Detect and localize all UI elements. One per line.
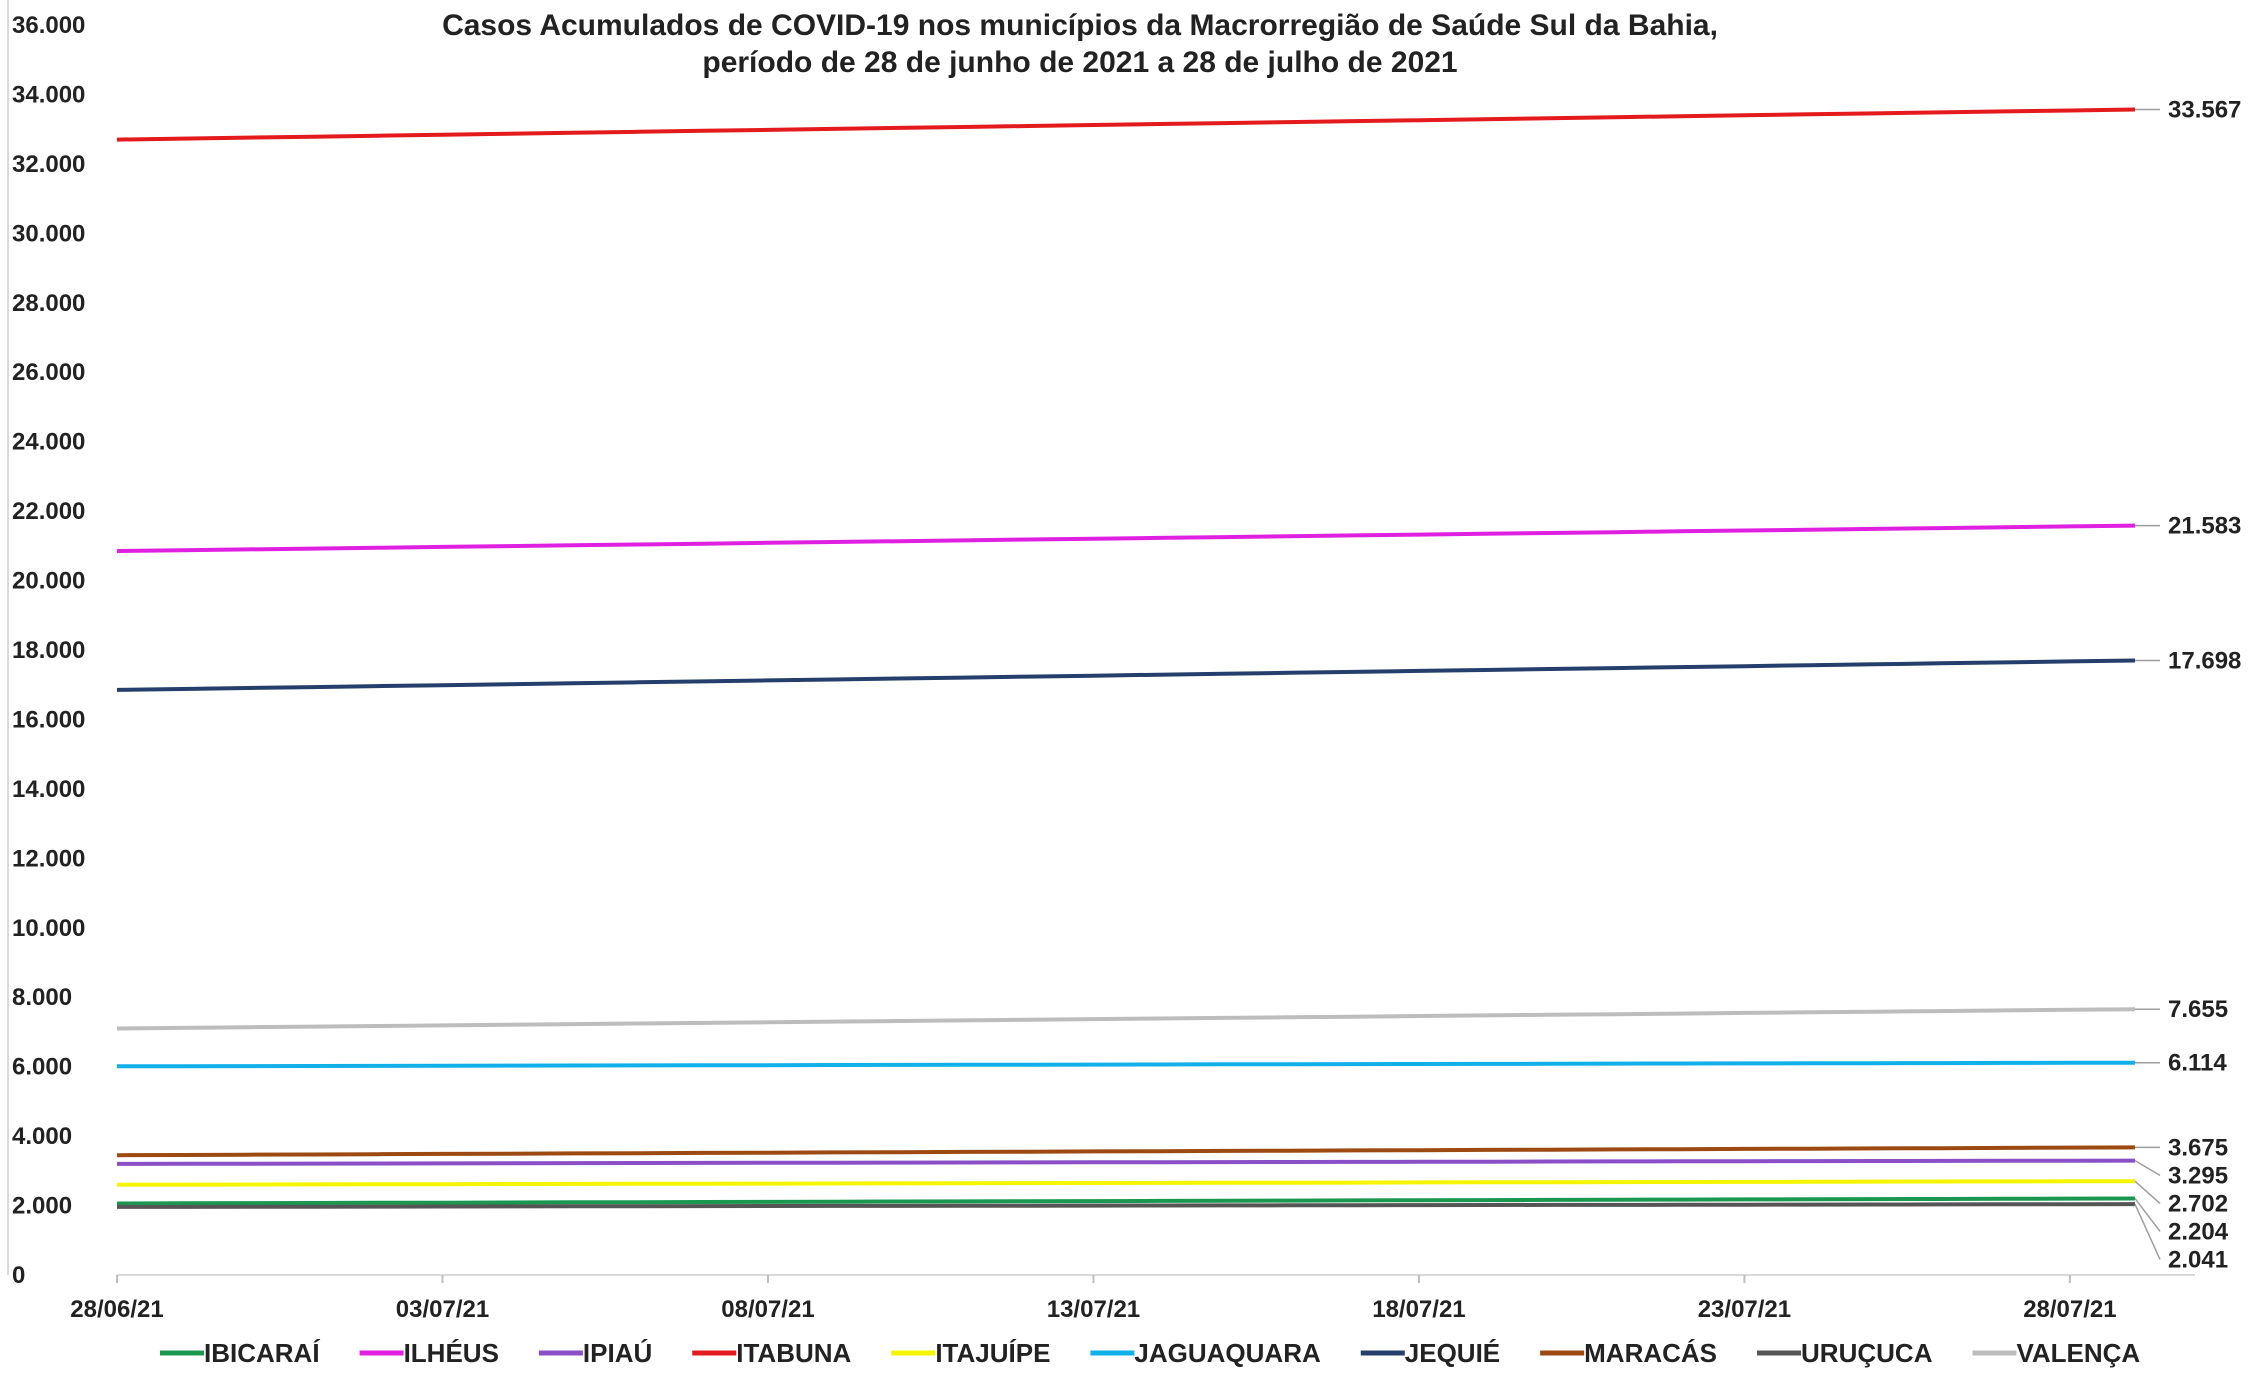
y-tick-label: 8.000	[12, 984, 72, 1011]
y-tick-label: 30.000	[12, 220, 85, 247]
y-tick-label: 36.000	[12, 12, 85, 39]
end-value-label: 6.114	[2168, 1050, 2227, 1077]
y-tick-label: 2.000	[12, 1193, 72, 1220]
end-value-label: 33.567	[2168, 96, 2241, 123]
legend-item-label: URUÇUCA	[1801, 1338, 1933, 1368]
x-tick-label: 18/07/21	[1372, 1296, 1465, 1323]
x-tick-label: 28/06/21	[70, 1296, 163, 1323]
y-tick-label: 26.000	[12, 359, 85, 386]
y-tick-label: 18.000	[12, 637, 85, 664]
y-tick-label: 20.000	[12, 568, 85, 595]
series-line-4	[116, 1179, 2136, 1187]
y-tick-label: 24.000	[12, 429, 85, 456]
x-tick-label: 28/07/21	[2023, 1296, 2116, 1323]
series-line-5	[116, 1060, 2136, 1069]
end-label-leader	[2134, 1159, 2161, 1177]
legend-item-label: JAGUAQUARA	[1134, 1338, 1321, 1368]
legend-item-label: ITABUNA	[736, 1338, 851, 1368]
y-tick-label: 32.000	[12, 151, 85, 178]
end-value-label: 17.698	[2168, 647, 2241, 674]
y-tick-label: 28.000	[12, 290, 85, 317]
series-line-9	[116, 1007, 2136, 1031]
end-value-label: 2.204	[2168, 1218, 2229, 1245]
series-line-2	[116, 1158, 2136, 1166]
series-line-6	[116, 658, 2136, 692]
series-line-8	[117, 1202, 2136, 1209]
end-value-label: 2.041	[2168, 1246, 2228, 1273]
series-line-3	[116, 107, 2136, 142]
end-value-label: 21.583	[2168, 513, 2241, 540]
legend-item-label: VALENÇA	[2016, 1338, 2140, 1368]
end-value-label: 3.295	[2168, 1162, 2228, 1189]
y-tick-label: 12.000	[12, 845, 85, 872]
y-tick-label: 14.000	[12, 776, 85, 803]
end-label-leader	[2134, 1203, 2161, 1260]
y-tick-label: 34.000	[12, 81, 85, 108]
series-line-7	[116, 1145, 2136, 1158]
legend-item-label: ITAJUÍPE	[935, 1338, 1050, 1368]
series-line-0	[116, 1196, 2136, 1206]
legend-item-label: IBICARAÍ	[204, 1338, 320, 1368]
y-tick-label: 6.000	[12, 1054, 72, 1081]
chart-title: Casos Acumulados de COVID-19 nos municíp…	[442, 9, 1718, 42]
legend-item-label: MARACÁS	[1584, 1338, 1717, 1368]
end-value-label: 2.702	[2168, 1190, 2228, 1217]
x-tick-label: 03/07/21	[396, 1296, 489, 1323]
y-tick-label: 16.000	[12, 706, 85, 733]
end-label-leader	[2134, 1180, 2161, 1204]
end-value-label: 7.655	[2168, 996, 2228, 1023]
y-tick-label: 0	[12, 1262, 25, 1289]
chart-subtitle: período de 28 de junho de 2021 a 28 de j…	[702, 46, 1457, 79]
y-tick-label: 22.000	[12, 498, 85, 525]
legend-item-label: ILHÉUS	[404, 1338, 499, 1368]
end-label-leader	[2134, 1198, 2161, 1232]
x-tick-label: 13/07/21	[1047, 1296, 1140, 1323]
y-tick-label: 4.000	[12, 1123, 72, 1150]
series-line-1	[116, 523, 2136, 553]
x-tick-label: 23/07/21	[1698, 1296, 1791, 1323]
end-value-label: 3.675	[2168, 1134, 2228, 1161]
x-tick-label: 08/07/21	[721, 1296, 814, 1323]
legend-item-label: JEQUIÉ	[1405, 1338, 1500, 1368]
legend-item-label: IPIAÚ	[583, 1338, 652, 1368]
y-tick-label: 10.000	[12, 915, 85, 942]
